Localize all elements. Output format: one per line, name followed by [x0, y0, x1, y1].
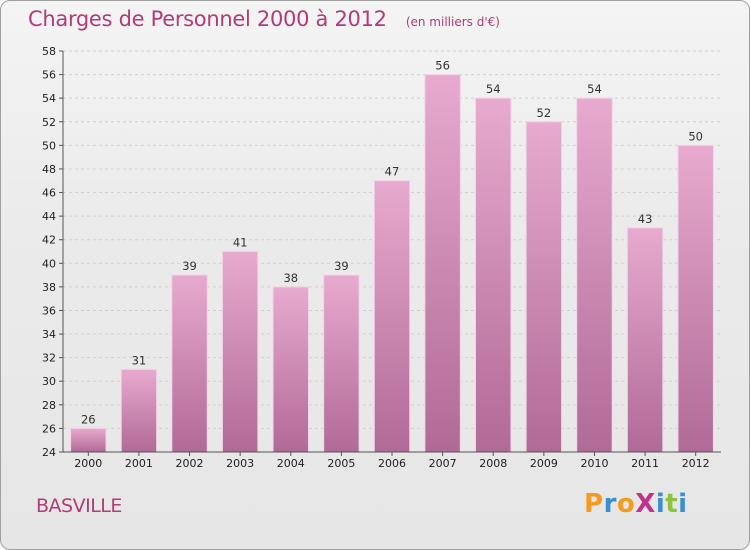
- x-tick-label: 2005: [327, 457, 355, 470]
- value-label-2012: 50: [688, 129, 703, 143]
- value-label-2007: 56: [435, 59, 450, 73]
- bar-2004: [272, 286, 309, 453]
- bar-2011: [626, 227, 664, 453]
- value-label-2009: 52: [537, 106, 552, 120]
- value-label-2011: 43: [638, 212, 653, 226]
- y-tick-label: 52: [42, 116, 56, 129]
- x-tick-label: 2001: [125, 457, 153, 470]
- value-label-2004: 38: [283, 271, 298, 285]
- bar-2003: [221, 251, 259, 453]
- logo-letter: r: [603, 489, 617, 519]
- chart-subtitle: (en milliers d'€): [405, 15, 500, 29]
- commune-name: BASVILLE: [36, 495, 122, 517]
- x-tick-label: 2008: [479, 457, 507, 470]
- x-axis-ticks: 2000 2001 2002 2003 2004 2005 2006 2007 2008 2009…: [74, 452, 710, 470]
- bar-2002: [171, 274, 208, 453]
- y-tick-label: 36: [42, 304, 56, 317]
- bar-2009: [525, 121, 563, 453]
- y-tick-label: 30: [42, 375, 56, 388]
- y-tick-label: 56: [42, 69, 56, 82]
- x-tick-label: 2003: [226, 457, 254, 470]
- y-tick-label: 26: [42, 422, 56, 435]
- value-label-2005: 39: [334, 259, 349, 273]
- x-tick-label: 2002: [176, 457, 204, 470]
- x-tick-label: 2010: [580, 457, 608, 470]
- proxiti-logo: ProXiti: [584, 489, 688, 519]
- value-label-2000: 26: [81, 412, 96, 426]
- x-tick-label: 2000: [74, 457, 102, 470]
- y-tick-label: 38: [42, 281, 56, 294]
- y-tick-label: 28: [42, 399, 56, 412]
- y-tick-label: 46: [42, 187, 56, 200]
- bar-2010: [576, 97, 613, 453]
- x-tick-label: 2012: [682, 457, 710, 470]
- x-tick-label: 2004: [277, 457, 305, 470]
- x-tick-label: 2009: [530, 457, 558, 470]
- value-labels: 26 31 39 41 38 39 47 56 54 52 54 43 50: [81, 59, 703, 427]
- y-tick-label: 58: [42, 45, 56, 58]
- value-label-2003: 41: [233, 236, 248, 250]
- chart-title: Charges de Personnel 2000 à 2012: [28, 7, 387, 31]
- y-axis-ticks: 24 26 28 30 32 34 36 38 40 42 44 46 48 50 52 54 56 58: [42, 45, 63, 459]
- y-tick-label: 34: [42, 328, 56, 341]
- bar-2001: [120, 368, 158, 453]
- logo-letter: i: [655, 489, 666, 519]
- x-tick-label: 2007: [429, 457, 457, 470]
- bar-2008: [475, 97, 512, 453]
- value-label-2008: 54: [486, 82, 501, 96]
- y-tick-label: 48: [42, 163, 56, 176]
- x-tick-label: 2006: [378, 457, 406, 470]
- value-label-2006: 47: [385, 165, 400, 179]
- bar-2005: [323, 274, 360, 453]
- bars-group: [70, 74, 714, 453]
- y-tick-label: 50: [42, 139, 56, 152]
- logo-letter: P: [584, 489, 604, 519]
- value-label-2001: 31: [132, 353, 147, 367]
- y-tick-label: 40: [42, 257, 56, 270]
- value-label-2002: 39: [182, 259, 197, 273]
- y-tick-label: 32: [42, 352, 56, 365]
- y-tick-label: 54: [42, 92, 56, 105]
- bar-2012: [677, 144, 714, 453]
- logo-letter: o: [616, 489, 636, 519]
- bar-2007: [424, 74, 461, 453]
- title-row: Charges de Personnel 2000 à 2012 (en mil…: [28, 7, 500, 31]
- logo-letter: X: [635, 489, 656, 519]
- bar-2000: [70, 427, 107, 453]
- bar-2006: [373, 180, 411, 453]
- y-tick-label: 44: [42, 210, 56, 223]
- logo-letter: t: [665, 489, 679, 519]
- y-tick-label: 42: [42, 234, 56, 247]
- x-tick-label: 2011: [631, 457, 659, 470]
- value-label-2010: 54: [587, 82, 602, 96]
- logo-letter: i: [678, 489, 688, 519]
- y-tick-label: 24: [42, 446, 56, 459]
